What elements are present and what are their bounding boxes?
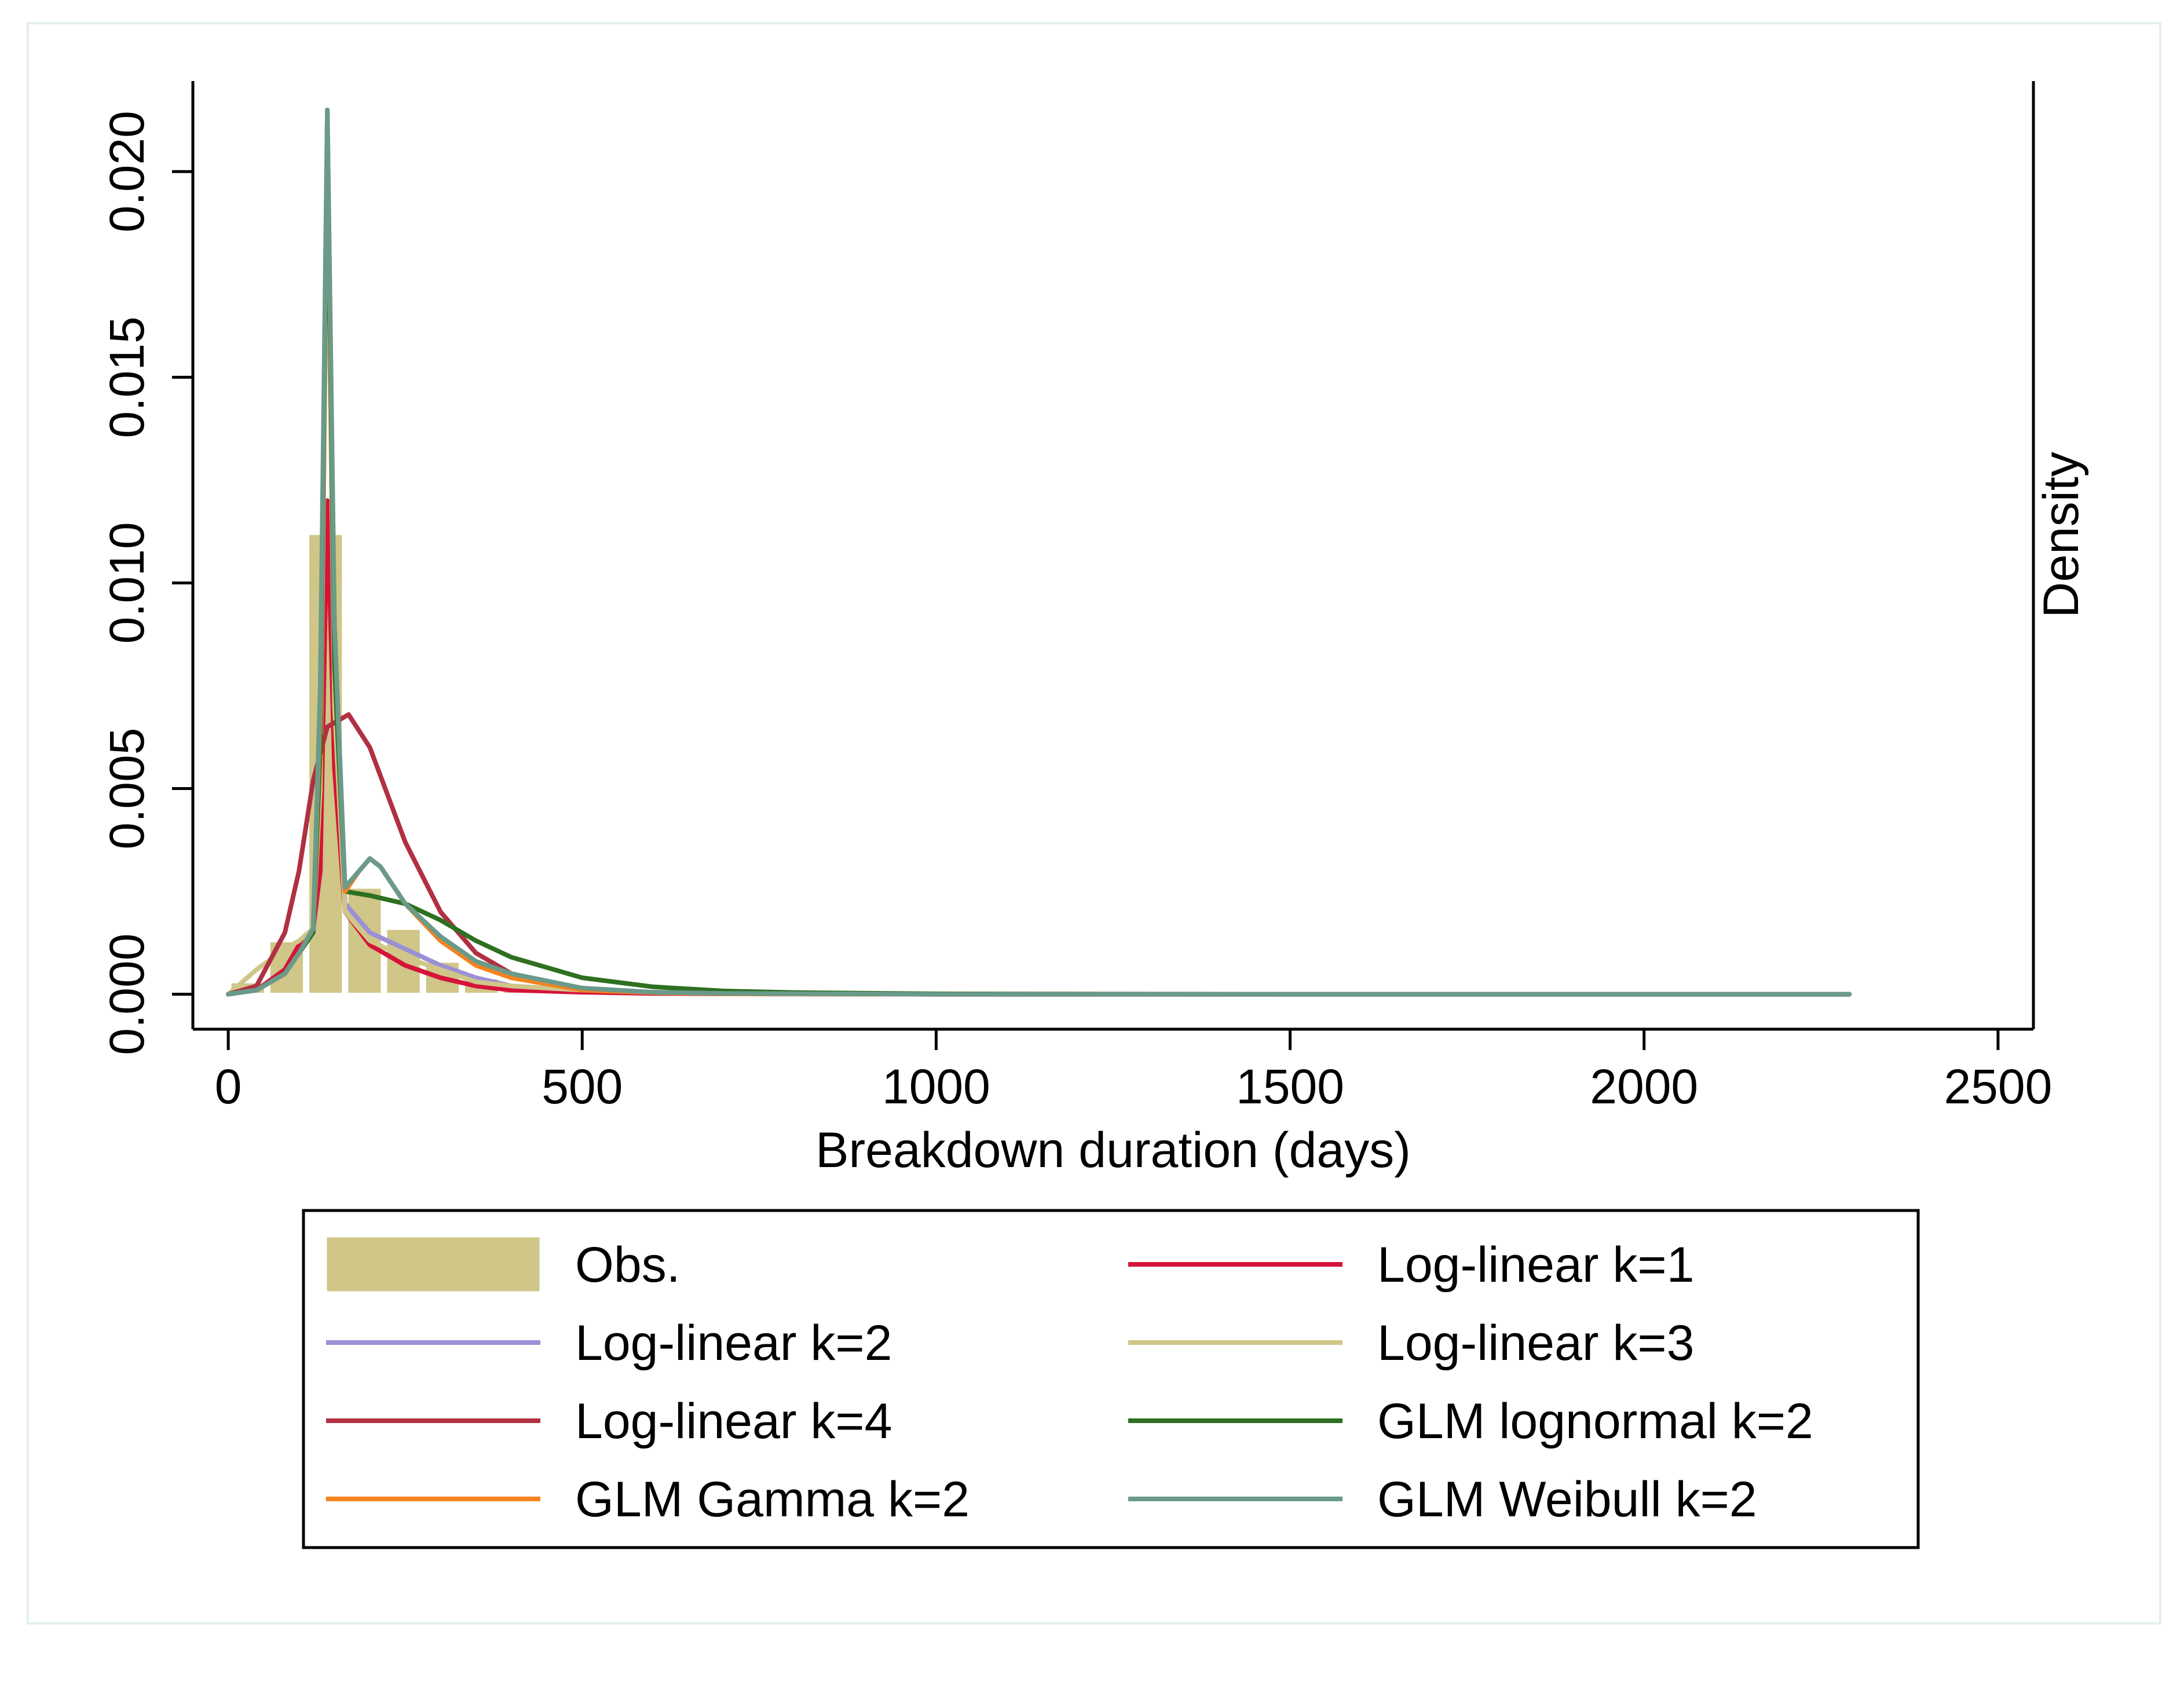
x-tick-label: 2000: [1590, 1059, 1698, 1114]
axes: 0 500 1000 1500 2000 2500 0.000 0.005 0.010 0.015…: [100, 81, 2052, 1114]
y-tick-label: 0.005: [100, 727, 154, 849]
legend-label-glm-weibull-k-2: GLM Weibull k=2: [1377, 1472, 1757, 1527]
series-line-glm-weibull-k-2: [226, 107, 1852, 997]
x-tick-label: 2500: [1944, 1059, 2052, 1114]
y-tick-label: 0.010: [100, 522, 154, 643]
legend-label-log-linear-k-1: Log-linear k=1: [1377, 1237, 1694, 1293]
y-tick-label: 0.020: [100, 111, 154, 232]
x-tick-label: 1000: [882, 1059, 990, 1114]
legend-key-obs: [325, 1235, 542, 1293]
y-axis-title: Density: [2033, 452, 2089, 618]
legend: Obs. Log-linear k=1 Log-linear k=2 Log-line…: [302, 1209, 1920, 1549]
legend-label-log-linear-k-4: Log-linear k=4: [575, 1394, 892, 1449]
x-tick-label: 1500: [1236, 1059, 1344, 1114]
x-tick-label: 0: [215, 1059, 242, 1114]
y-tick-label: 0.015: [100, 316, 154, 438]
x-tick-label: 500: [542, 1059, 623, 1114]
y-tick-label: 0.000: [100, 934, 154, 1055]
legend-label-log-linear-k-2: Log-linear k=2: [575, 1315, 892, 1371]
graph-region-border: [27, 22, 2161, 1625]
plot-area: [226, 107, 1852, 997]
legend-label-glm-gamma-k-2: GLM Gamma k=2: [575, 1472, 970, 1527]
legend-label-obs: Obs.: [575, 1237, 681, 1293]
legend-box: [302, 1209, 1920, 1549]
x-axis-title: Breakdown duration (days): [815, 1122, 1411, 1178]
legend-label-glm-lognormal-k-2: GLM lognormal k=2: [1377, 1394, 1813, 1449]
legend-label-log-linear-k-3: Log-linear k=3: [1377, 1315, 1694, 1371]
